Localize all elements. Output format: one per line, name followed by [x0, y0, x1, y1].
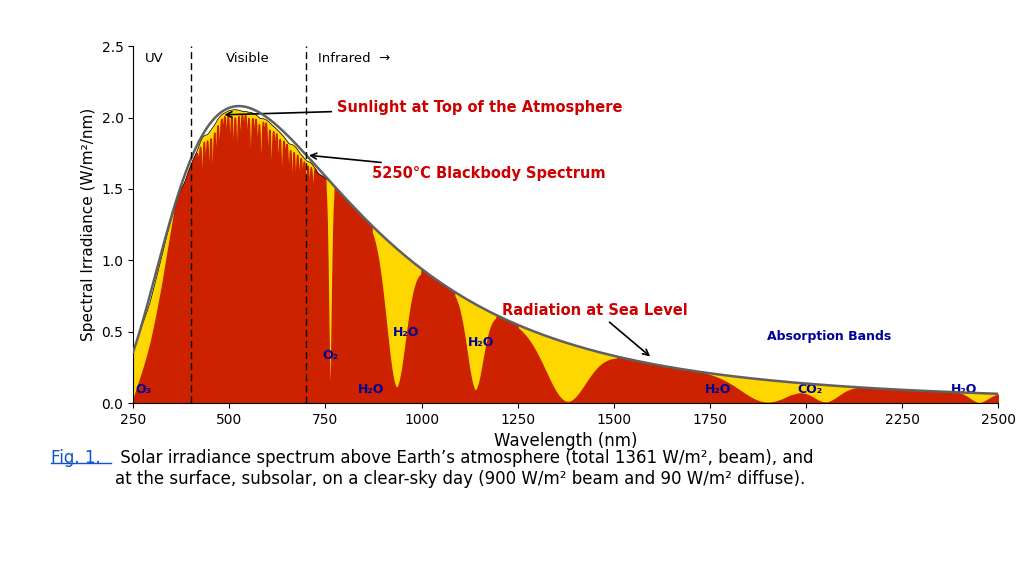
Text: H₂O: H₂O: [358, 383, 385, 396]
Text: UV: UV: [145, 52, 164, 65]
Text: O₃: O₃: [135, 383, 152, 396]
Text: H₂O: H₂O: [705, 383, 731, 396]
X-axis label: Wavelength (nm): Wavelength (nm): [494, 433, 638, 450]
Text: Infrared  →: Infrared →: [317, 52, 390, 65]
Text: Fig. 1.: Fig. 1.: [51, 449, 101, 467]
Text: Solar irradiance spectrum above Earth’s atmosphere (total 1361 W/m², beam), and
: Solar irradiance spectrum above Earth’s …: [115, 449, 813, 488]
Text: H₂O: H₂O: [468, 336, 495, 349]
Text: Visible: Visible: [226, 52, 269, 65]
Text: 5250°C Blackbody Spectrum: 5250°C Blackbody Spectrum: [311, 153, 605, 180]
Text: O₂: O₂: [322, 349, 338, 362]
Text: Radiation at Sea Level: Radiation at Sea Level: [503, 302, 688, 355]
Text: CO₂: CO₂: [798, 383, 822, 396]
Text: Absorption Bands: Absorption Bands: [767, 331, 891, 343]
Text: H₂O: H₂O: [950, 383, 977, 396]
Y-axis label: Spectral Irradiance (W/m²/nm): Spectral Irradiance (W/m²/nm): [81, 108, 96, 341]
Text: Sunlight at Top of the Atmosphere: Sunlight at Top of the Atmosphere: [226, 100, 623, 118]
Text: H₂O: H₂O: [393, 326, 420, 339]
